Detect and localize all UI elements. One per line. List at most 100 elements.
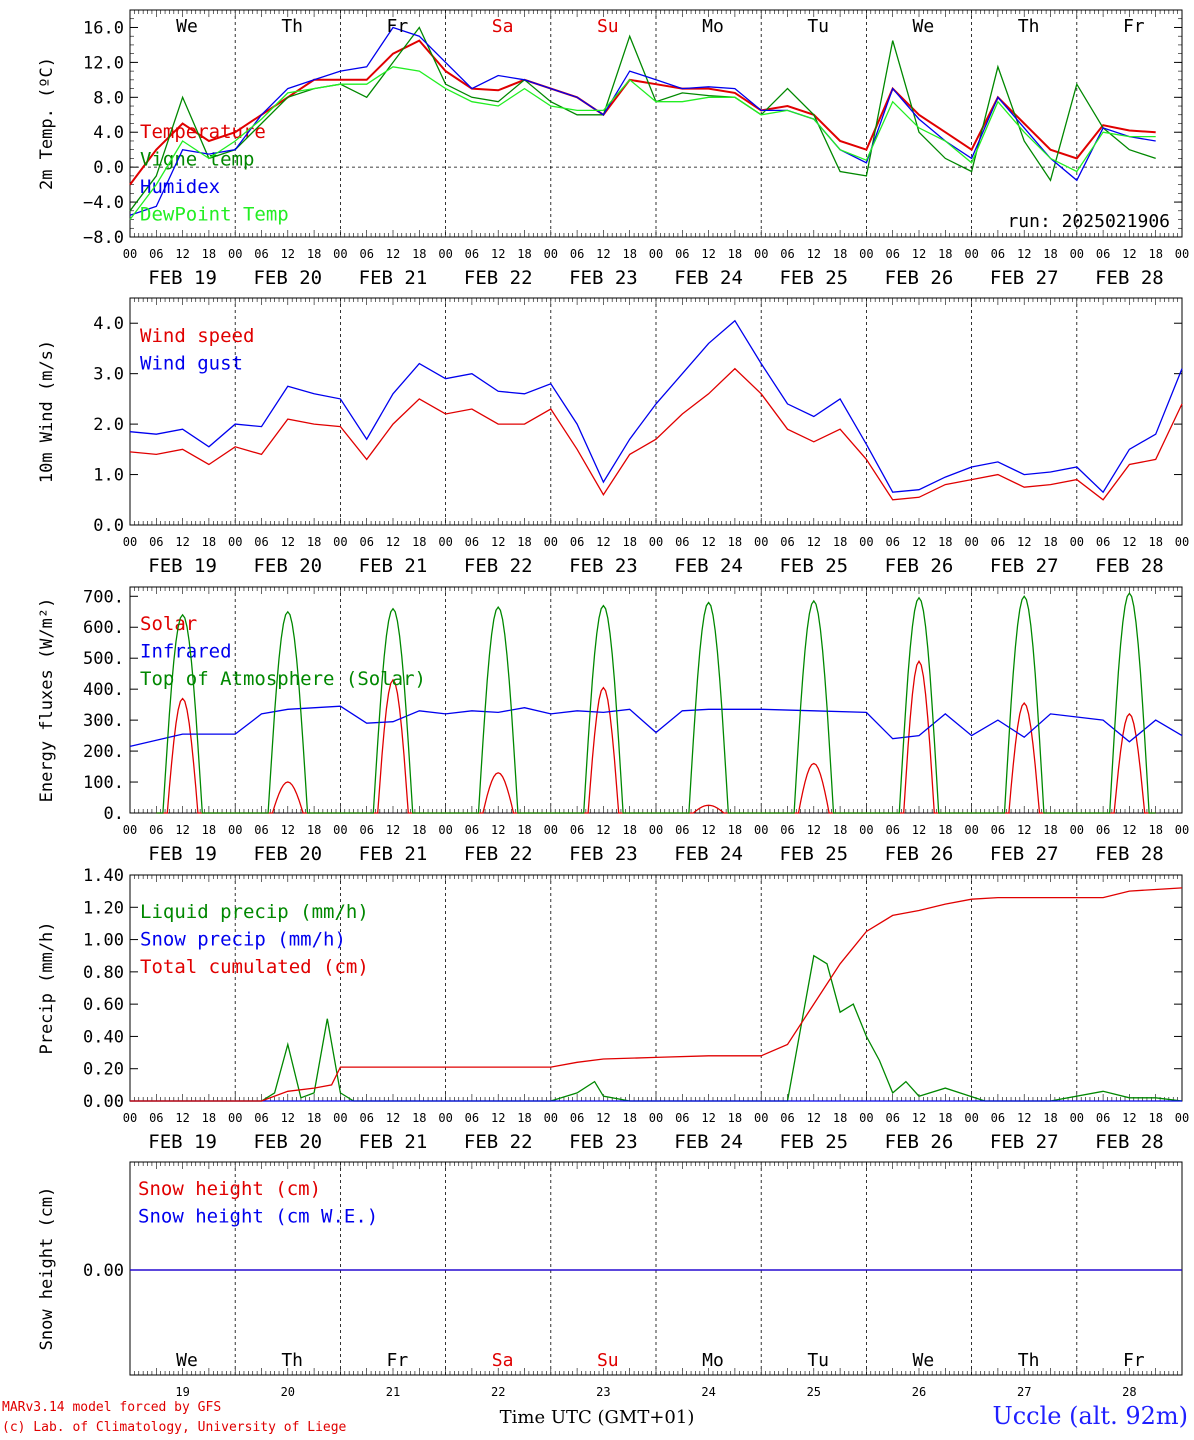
- hour-tick-label: 18: [517, 247, 531, 261]
- hour-tick-label: 18: [1148, 823, 1162, 837]
- hour-tick-label: 12: [281, 247, 295, 261]
- day-number-label: 20: [281, 1385, 295, 1399]
- hour-tick-label: 12: [701, 1111, 715, 1125]
- hour-tick-label: 06: [1096, 1111, 1110, 1125]
- hour-tick-label: 06: [780, 247, 794, 261]
- date-label: FEB 25: [779, 555, 848, 577]
- y-tick-label: 200.: [83, 742, 124, 762]
- panel-1: −8.0 −4.0 0.0 4.0 8.0 12.0 16.0 2m Temp. (ºC) Te…: [37, 9, 1189, 289]
- hour-tick-label: 00: [438, 1111, 452, 1125]
- hour-tick-label: 06: [359, 247, 373, 261]
- date-label: FEB 24: [674, 555, 743, 577]
- day-of-week-label: Tu: [807, 1350, 829, 1371]
- legend-entry: Snow precip (mm/h): [140, 929, 346, 951]
- date-label: FEB 23: [569, 267, 638, 289]
- hour-tick-label: 00: [544, 535, 558, 549]
- hour-tick-label: 00: [228, 823, 242, 837]
- hour-tick-label: 18: [1148, 247, 1162, 261]
- y-axis-label: Snow height (cm): [37, 1187, 57, 1351]
- hour-tick-label: 00: [754, 823, 768, 837]
- date-label: FEB 22: [464, 1131, 533, 1153]
- hour-tick-label: 06: [570, 535, 584, 549]
- date-label: FEB 19: [148, 843, 217, 865]
- hour-tick-label: 06: [149, 823, 163, 837]
- hour-tick-label: 06: [570, 247, 584, 261]
- hour-tick-label: 12: [912, 535, 926, 549]
- hour-tick-label: 06: [885, 823, 899, 837]
- hour-tick-label: 00: [964, 1111, 978, 1125]
- date-label: FEB 26: [885, 267, 954, 289]
- date-label: FEB 23: [569, 843, 638, 865]
- lab-credit: (c) Lab. of Climatology, University of L…: [2, 1420, 347, 1435]
- hour-tick-label: 18: [517, 823, 531, 837]
- date-label: FEB 22: [464, 843, 533, 865]
- hour-tick-label: 00: [123, 823, 137, 837]
- hour-tick-label: 06: [991, 247, 1005, 261]
- y-tick-label: 0.80: [83, 963, 124, 983]
- hour-tick-label: 12: [491, 247, 505, 261]
- y-tick-label: 1.0: [93, 466, 124, 486]
- date-label: FEB 22: [464, 555, 533, 577]
- hour-tick-label: 00: [228, 247, 242, 261]
- hour-tick-label: 18: [622, 535, 636, 549]
- hour-tick-label: 00: [544, 247, 558, 261]
- hour-tick-label: 06: [675, 247, 689, 261]
- hour-tick-label: 06: [254, 535, 268, 549]
- date-label: FEB 22: [464, 267, 533, 289]
- hour-tick-label: 18: [412, 247, 426, 261]
- y-axis-label: Energy fluxes (W/m²): [37, 598, 57, 803]
- hour-tick-label: 18: [307, 1111, 321, 1125]
- hour-tick-label: 00: [333, 1111, 347, 1125]
- hour-tick-label: 18: [412, 1111, 426, 1125]
- panel-5: 0.00 Snow height (cm) Snow height (cm) Snow…: [37, 1161, 1183, 1399]
- hour-tick-label: 06: [254, 823, 268, 837]
- y-tick-label: 700.: [83, 587, 124, 607]
- hour-tick-label: 12: [596, 1111, 610, 1125]
- hour-tick-label: 00: [964, 247, 978, 261]
- legend-entry: Wind gust: [140, 353, 243, 375]
- hour-tick-label: 00: [964, 823, 978, 837]
- y-tick-label: 2.0: [93, 415, 124, 435]
- day-number-label: 23: [596, 1385, 610, 1399]
- hour-tick-label: 06: [675, 1111, 689, 1125]
- series-line-total-cumulated-cm-: [130, 887, 1183, 1102]
- y-tick-label: 4.0: [93, 123, 124, 143]
- y-tick-label: 300.: [83, 711, 124, 731]
- day-of-week-label: Th: [281, 16, 303, 37]
- date-label: FEB 20: [253, 1131, 322, 1153]
- hour-tick-label: 00: [438, 823, 452, 837]
- hour-tick-label: 18: [1043, 535, 1057, 549]
- station-name: Uccle (alt. 92m): [992, 1402, 1188, 1430]
- hour-tick-label: 12: [596, 823, 610, 837]
- day-of-week-label: Fr: [1123, 16, 1145, 37]
- series-line-wind-speed: [129, 367, 1183, 501]
- y-axis-label: 2m Temp. (ºC): [37, 57, 57, 190]
- date-label: FEB 27: [990, 843, 1059, 865]
- date-label: FEB 28: [1095, 843, 1164, 865]
- hour-tick-label: 06: [570, 1111, 584, 1125]
- legend-entry: Wind speed: [140, 325, 254, 347]
- hour-tick-label: 12: [491, 535, 505, 549]
- date-label: FEB 26: [885, 1131, 954, 1153]
- day-of-week-label: Mo: [702, 1350, 724, 1371]
- hour-tick-label: 00: [1175, 1111, 1189, 1125]
- day-of-week-label: We: [176, 16, 198, 37]
- hour-tick-label: 06: [465, 823, 479, 837]
- hour-tick-label: 12: [1122, 247, 1136, 261]
- hour-tick-label: 00: [544, 1111, 558, 1125]
- hour-tick-label: 06: [780, 1111, 794, 1125]
- panel-2: 0.0 1.0 2.0 3.0 4.0 10m Wind (m/s) Wind speed W…: [37, 297, 1189, 577]
- hour-tick-label: 18: [202, 823, 216, 837]
- series-line-temperature: [129, 39, 1156, 186]
- hour-tick-label: 06: [780, 535, 794, 549]
- legend-entry: Temperature: [140, 121, 266, 143]
- hour-tick-label: 00: [964, 535, 978, 549]
- date-label: FEB 21: [359, 843, 428, 865]
- legend-entry: Humidex: [140, 176, 220, 198]
- date-label: FEB 25: [779, 843, 848, 865]
- hour-tick-label: 12: [1122, 535, 1136, 549]
- hour-tick-label: 18: [728, 535, 742, 549]
- day-of-week-label: Fr: [387, 16, 409, 37]
- y-tick-label: −4.0: [83, 193, 124, 213]
